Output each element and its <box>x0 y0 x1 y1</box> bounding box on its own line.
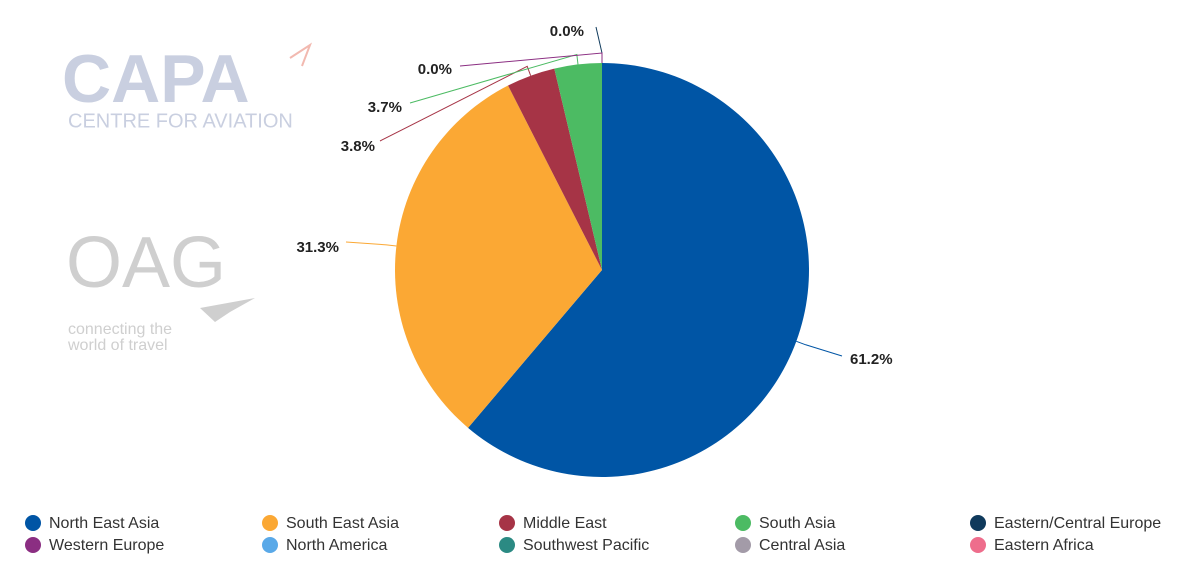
pie-slice <box>394 85 602 428</box>
data-label: 3.8% <box>341 138 375 155</box>
pie-slice <box>468 63 809 477</box>
legend-label: South Asia <box>759 515 836 532</box>
legend-label: Western Europe <box>49 537 164 554</box>
data-label: 0.0% <box>418 61 452 78</box>
legend-marker <box>262 537 278 553</box>
pie-slice <box>508 68 602 271</box>
legend-marker <box>25 537 41 553</box>
capa-arrow <box>289 42 313 67</box>
legend-label: Eastern/Central Europe <box>994 515 1161 532</box>
oag-plane <box>200 298 255 322</box>
legend-label: Southwest Pacific <box>523 537 649 554</box>
leader-line <box>409 53 579 104</box>
legend-marker <box>499 537 515 553</box>
leader-line <box>796 340 843 357</box>
oag-logo: OAG connecting the world of travel <box>66 223 255 354</box>
data-label: 3.7% <box>368 99 402 116</box>
leader-line <box>379 65 532 142</box>
pie-slice <box>554 63 602 270</box>
legend-marker <box>970 537 986 553</box>
legend-marker <box>262 515 278 531</box>
oag-subtitle: world of travel <box>67 337 168 354</box>
data-label: 31.3% <box>296 239 339 256</box>
capa-logo: CAPA CENTRE FOR AVIATION <box>62 41 313 132</box>
legend-marker <box>735 537 751 553</box>
legend-marker <box>25 515 41 531</box>
legend-label: South East Asia <box>286 515 399 532</box>
capa-text: CAPA <box>62 41 250 117</box>
data-label: 61.2% <box>850 351 893 368</box>
data-label: 0.0% <box>550 23 584 40</box>
oag-text: OAG <box>66 223 226 303</box>
capa-subtitle: CENTRE FOR AVIATION <box>68 110 293 132</box>
legend-label: Eastern Africa <box>994 537 1094 554</box>
legend-marker <box>735 515 751 531</box>
leader-line <box>459 52 603 67</box>
leader-line <box>595 26 603 63</box>
leader-line <box>345 241 397 247</box>
legend-marker <box>499 515 515 531</box>
legend-marker <box>970 515 986 531</box>
legend-label: Middle East <box>523 515 607 532</box>
legend-label: North East Asia <box>49 515 159 532</box>
legend-label: North America <box>286 537 387 554</box>
legend-label: Central Asia <box>759 537 845 554</box>
oag-subtitle: connecting the <box>68 321 172 338</box>
